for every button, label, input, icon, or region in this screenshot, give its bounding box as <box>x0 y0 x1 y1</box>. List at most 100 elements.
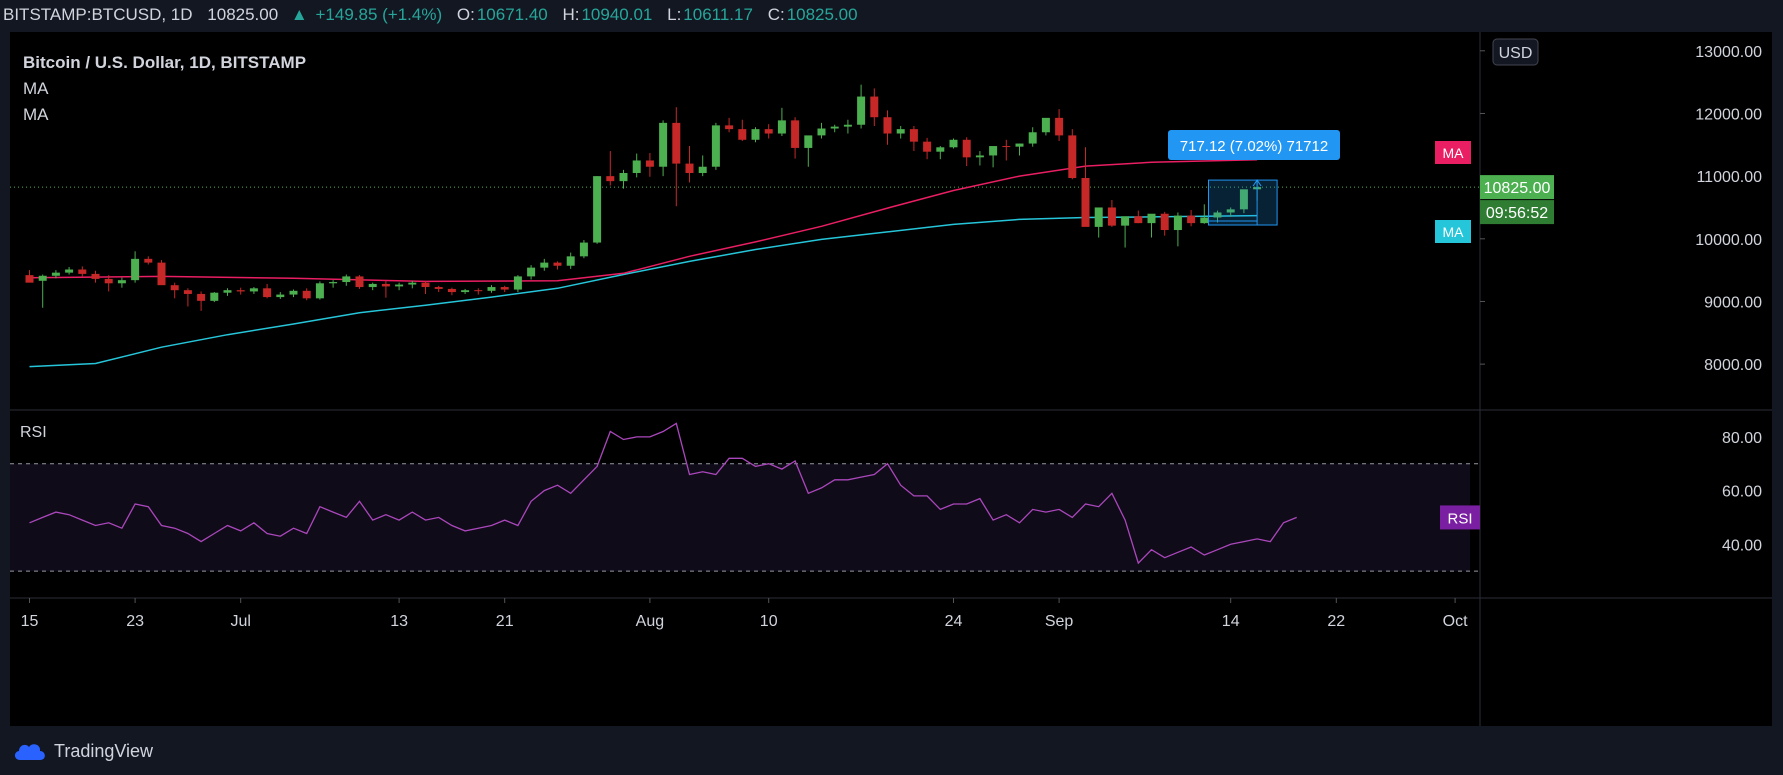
candle-body <box>1226 209 1235 213</box>
candle-body <box>711 125 720 167</box>
footer: TradingView <box>0 728 1783 775</box>
candle-body <box>144 258 153 263</box>
chart-legend: Bitcoin / U.S. Dollar, 1D, BITSTAMP MA M… <box>23 50 306 128</box>
rsi-tick-label: 60.00 <box>1722 484 1762 501</box>
candle-body <box>197 293 206 301</box>
candle-body <box>183 290 192 294</box>
candle-body <box>1160 213 1169 231</box>
measure-box <box>1208 179 1278 226</box>
candle-body <box>1200 217 1209 224</box>
candle-body <box>989 146 998 156</box>
candle-body <box>698 166 707 173</box>
candle-body <box>368 283 377 288</box>
ma-fast-line <box>29 159 1258 283</box>
rsi-name-label: RSI <box>20 424 47 441</box>
candle-body <box>117 280 126 284</box>
candle-body <box>289 290 298 295</box>
high-label: H: <box>562 5 580 24</box>
legend-ma-fast[interactable]: MA <box>23 79 49 98</box>
candle-body <box>1187 215 1196 224</box>
candle-body <box>1055 117 1064 136</box>
candle-body <box>170 285 179 291</box>
date-tick-label: 24 <box>945 613 963 630</box>
currency-label: USD <box>1499 45 1533 62</box>
rsi-line <box>29 422 1297 565</box>
rsi-tag-bg <box>1440 505 1480 530</box>
candle-body <box>65 269 74 273</box>
low-value: 10611.17 <box>683 5 753 24</box>
candle-body <box>210 292 219 301</box>
candle-body <box>51 272 60 276</box>
candle-body <box>1041 117 1050 133</box>
candle-body <box>513 276 522 290</box>
candle-body <box>725 125 734 130</box>
chart-panel[interactable]: 8000.00 9000.00 10000.00 11000.00 12000.00 13… <box>10 32 1772 726</box>
candle-body <box>276 294 285 298</box>
chart-svg[interactable]: 8000.00 9000.00 10000.00 11000.00 12000.00 13… <box>10 32 1772 726</box>
candle-body <box>249 288 258 292</box>
candle-body <box>685 163 694 173</box>
ma-slow-line <box>29 214 1258 368</box>
candle-body <box>619 173 628 182</box>
candle-body <box>395 284 404 287</box>
candle-body <box>461 290 470 293</box>
candle-body <box>104 278 113 284</box>
candle-body <box>738 129 747 140</box>
candle-body <box>857 96 866 125</box>
measure-arrow-head <box>1252 179 1262 187</box>
candle-body <box>355 276 364 288</box>
candle-body <box>315 283 324 299</box>
countdown-tag-bg <box>1480 200 1554 225</box>
ma-fast-tag: MA <box>1443 145 1465 161</box>
measure-label: 717.12 (7.02%) 71712 <box>1180 138 1328 155</box>
date-tick-label: Aug <box>636 613 664 630</box>
date-tick-label: Sep <box>1045 613 1074 630</box>
candle-body <box>632 160 641 173</box>
candle-body <box>909 129 918 142</box>
candle-body <box>408 282 417 285</box>
candle-body <box>421 282 430 288</box>
price-tick-label: 8000.00 <box>1704 357 1762 374</box>
candle-body <box>263 288 272 298</box>
candle-body <box>500 287 509 290</box>
measure-label-bg <box>1168 130 1340 160</box>
currency-badge <box>1492 38 1539 66</box>
tradingview-brand: TradingView <box>54 740 154 761</box>
tradingview-logo[interactable]: TradingView <box>12 740 153 762</box>
candle-body <box>25 275 34 283</box>
legend-ma-slow[interactable]: MA <box>23 105 49 124</box>
date-tick-label: 15 <box>21 613 39 630</box>
current-price: 10825.00 <box>207 5 279 24</box>
candle-body <box>78 269 87 274</box>
candle-body <box>1121 216 1130 226</box>
candle-body <box>236 290 245 292</box>
legend-title[interactable]: Bitcoin / U.S. Dollar, 1D, BITSTAMP <box>23 53 307 72</box>
symbol-label[interactable]: BITSTAMP:BTCUSD, 1D <box>3 5 193 24</box>
candle-body <box>342 276 351 283</box>
open-value: 10671.40 <box>476 5 548 24</box>
candle-body <box>381 283 390 287</box>
candle-body <box>777 120 786 134</box>
candle-body <box>936 147 945 152</box>
candle-body <box>817 128 826 136</box>
price-tick-label: 13000.00 <box>1695 44 1762 61</box>
date-tick-label: Oct <box>1443 613 1468 630</box>
rsi-tag: RSI <box>1447 510 1472 527</box>
candle-body <box>302 290 311 299</box>
date-tick-label: 21 <box>496 613 514 630</box>
candle-body <box>645 160 654 167</box>
candle-body <box>329 282 338 284</box>
candle-body <box>606 176 615 182</box>
candle-body <box>157 262 166 286</box>
up-arrow-icon: ▲ <box>290 5 308 24</box>
rsi-tick-label: 40.00 <box>1722 537 1762 554</box>
candle-body <box>223 290 232 293</box>
symbol-header: BITSTAMP:BTCUSD, 1D 10825.00 ▲ +149.85 (… <box>0 0 1783 30</box>
price-tick-label: 11000.00 <box>1696 169 1762 186</box>
candle-body <box>830 126 839 129</box>
candle-body <box>672 122 681 164</box>
candle-body <box>1147 213 1156 224</box>
rsi-band <box>10 463 1470 572</box>
candle-body <box>804 135 813 148</box>
candle-body <box>553 262 562 266</box>
